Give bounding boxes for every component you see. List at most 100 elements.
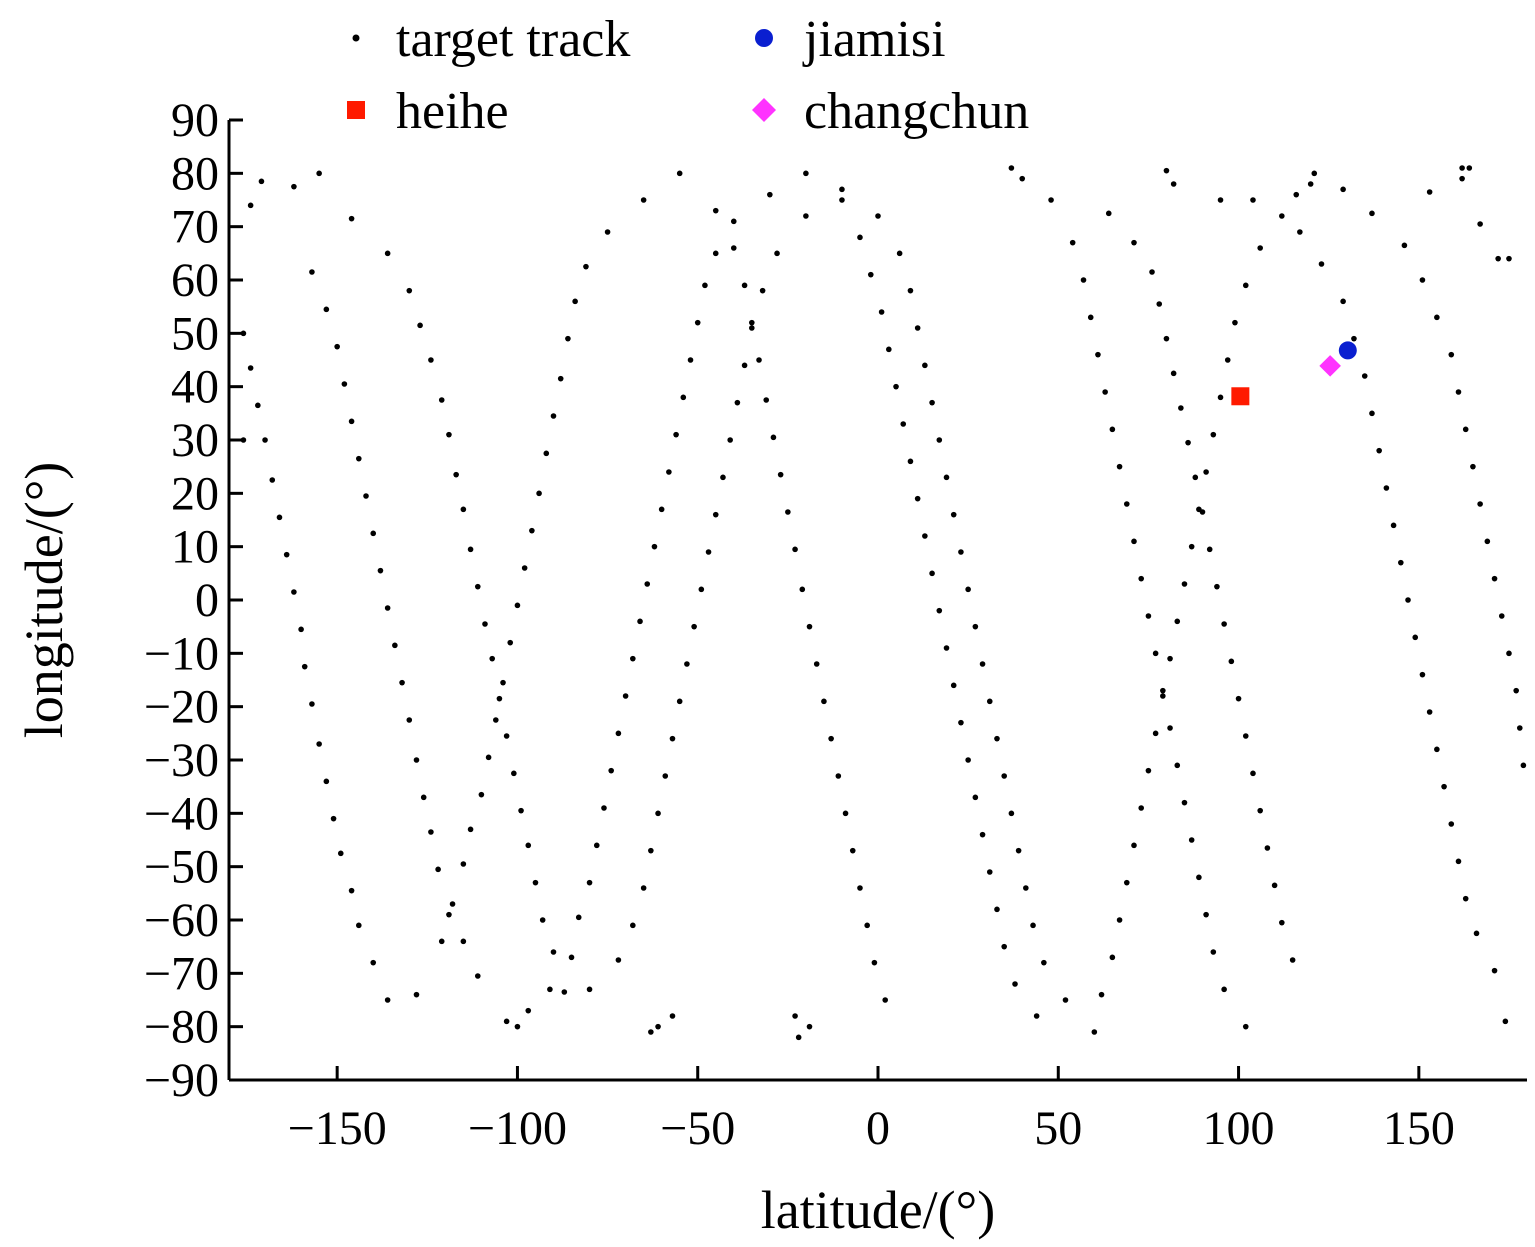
target-track-point: [1008, 810, 1015, 817]
target-track-point: [640, 885, 647, 891]
target-track-point: [1123, 501, 1130, 507]
target-track-point: [1405, 597, 1411, 603]
y-tick-label: 50: [171, 307, 219, 360]
target-track-point: [907, 458, 914, 465]
target-track-point: [1466, 165, 1473, 171]
target-track-point: [702, 282, 708, 289]
target-track-point: [1361, 373, 1368, 379]
target-track-point: [1257, 807, 1263, 814]
target-track-point: [1441, 783, 1447, 790]
target-track-point: [1232, 319, 1238, 326]
target-track-point: [301, 663, 308, 670]
target-track-point: [730, 245, 737, 251]
target-track-point: [1098, 991, 1105, 998]
target-track-point: [438, 397, 445, 403]
target-track-point: [1279, 213, 1285, 219]
target-track-point: [1203, 469, 1209, 475]
target-track-point: [1462, 426, 1469, 433]
target-track-point: [1412, 634, 1419, 641]
target-track-point: [943, 474, 950, 481]
target-track-point: [1152, 730, 1159, 737]
target-track-point: [1160, 693, 1166, 699]
target-track-point: [1250, 770, 1256, 777]
target-track-point: [269, 477, 276, 483]
target-track-point: [1210, 949, 1217, 955]
legend-marker-changchun: [752, 98, 776, 122]
target-track-point: [1455, 389, 1462, 395]
target-track-point: [1293, 191, 1300, 198]
target-track-point: [1188, 543, 1195, 550]
target-track-point: [291, 183, 297, 190]
target-track-point: [1426, 189, 1433, 195]
target-track-point: [741, 362, 748, 369]
target-track-point: [907, 287, 914, 294]
target-track-point: [529, 527, 535, 534]
target-track-point: [806, 1023, 813, 1030]
target-track-point: [1167, 655, 1173, 662]
target-track-point: [1041, 959, 1047, 966]
target-track-point: [1383, 485, 1390, 491]
target-track-point: [1419, 671, 1426, 678]
target-track-point: [1030, 922, 1036, 929]
target-track-point: [676, 170, 683, 177]
target-track-point: [247, 202, 254, 209]
target-track-point: [413, 757, 420, 763]
x-tick-label: −100: [468, 1102, 567, 1155]
target-track-point: [1095, 351, 1101, 358]
target-track-point: [247, 365, 254, 371]
target-track-point: [914, 325, 921, 331]
target-track-point: [1340, 298, 1346, 305]
target-track-point: [655, 1023, 661, 1030]
target-track-point: [1491, 967, 1498, 974]
target-track-point: [568, 954, 575, 961]
target-track-point: [1477, 501, 1483, 507]
target-track-point: [662, 773, 669, 779]
target-track-point: [871, 959, 878, 966]
target-track-point: [1160, 687, 1166, 694]
target-track-point: [1459, 165, 1465, 171]
target-track-point: [384, 997, 391, 1003]
target-track-point: [1271, 882, 1278, 889]
target-track-point: [406, 717, 413, 723]
target-track-point: [893, 383, 899, 390]
target-track-point: [1459, 175, 1465, 182]
target-track-point: [370, 959, 377, 966]
target-track-point: [474, 973, 481, 979]
target-track-point: [467, 546, 474, 553]
target-track-point: [514, 1023, 521, 1030]
jiamisi-point: [1338, 341, 1357, 360]
target-track-point: [749, 325, 755, 331]
target-track-point: [994, 906, 1000, 913]
target-track-point: [428, 829, 434, 835]
target-track-point: [413, 991, 420, 998]
target-track-point: [525, 842, 532, 849]
target-track-point: [712, 207, 719, 214]
target-track-point: [936, 437, 943, 443]
plot-marks: [240, 165, 1527, 1041]
target-track-point: [965, 757, 971, 763]
target-track-point: [428, 357, 434, 363]
target-track-point: [557, 375, 564, 382]
target-track-point: [1080, 277, 1087, 283]
y-tick-label: −50: [144, 841, 219, 894]
target-track-point: [1351, 335, 1357, 342]
x-tick-label: 0: [866, 1102, 890, 1155]
target-track-point: [1264, 845, 1271, 851]
target-track-point: [756, 357, 762, 363]
target-track-point: [929, 399, 935, 406]
target-track-point: [792, 1013, 798, 1019]
target-track-point: [608, 767, 614, 774]
target-track-point: [1221, 621, 1227, 627]
target-track-point: [1242, 733, 1249, 739]
target-track-point: [1470, 463, 1476, 470]
target-track-point: [1109, 954, 1116, 961]
target-track-point: [276, 514, 283, 521]
target-track-point: [950, 511, 957, 518]
x-tick-label: 50: [1034, 1102, 1082, 1155]
target-track-point: [511, 770, 517, 777]
target-track-point: [821, 698, 827, 705]
y-axis-label: longitude/(°): [14, 462, 74, 739]
target-track-point: [972, 623, 979, 630]
target-track-point: [406, 287, 413, 294]
target-track-point: [857, 234, 863, 241]
